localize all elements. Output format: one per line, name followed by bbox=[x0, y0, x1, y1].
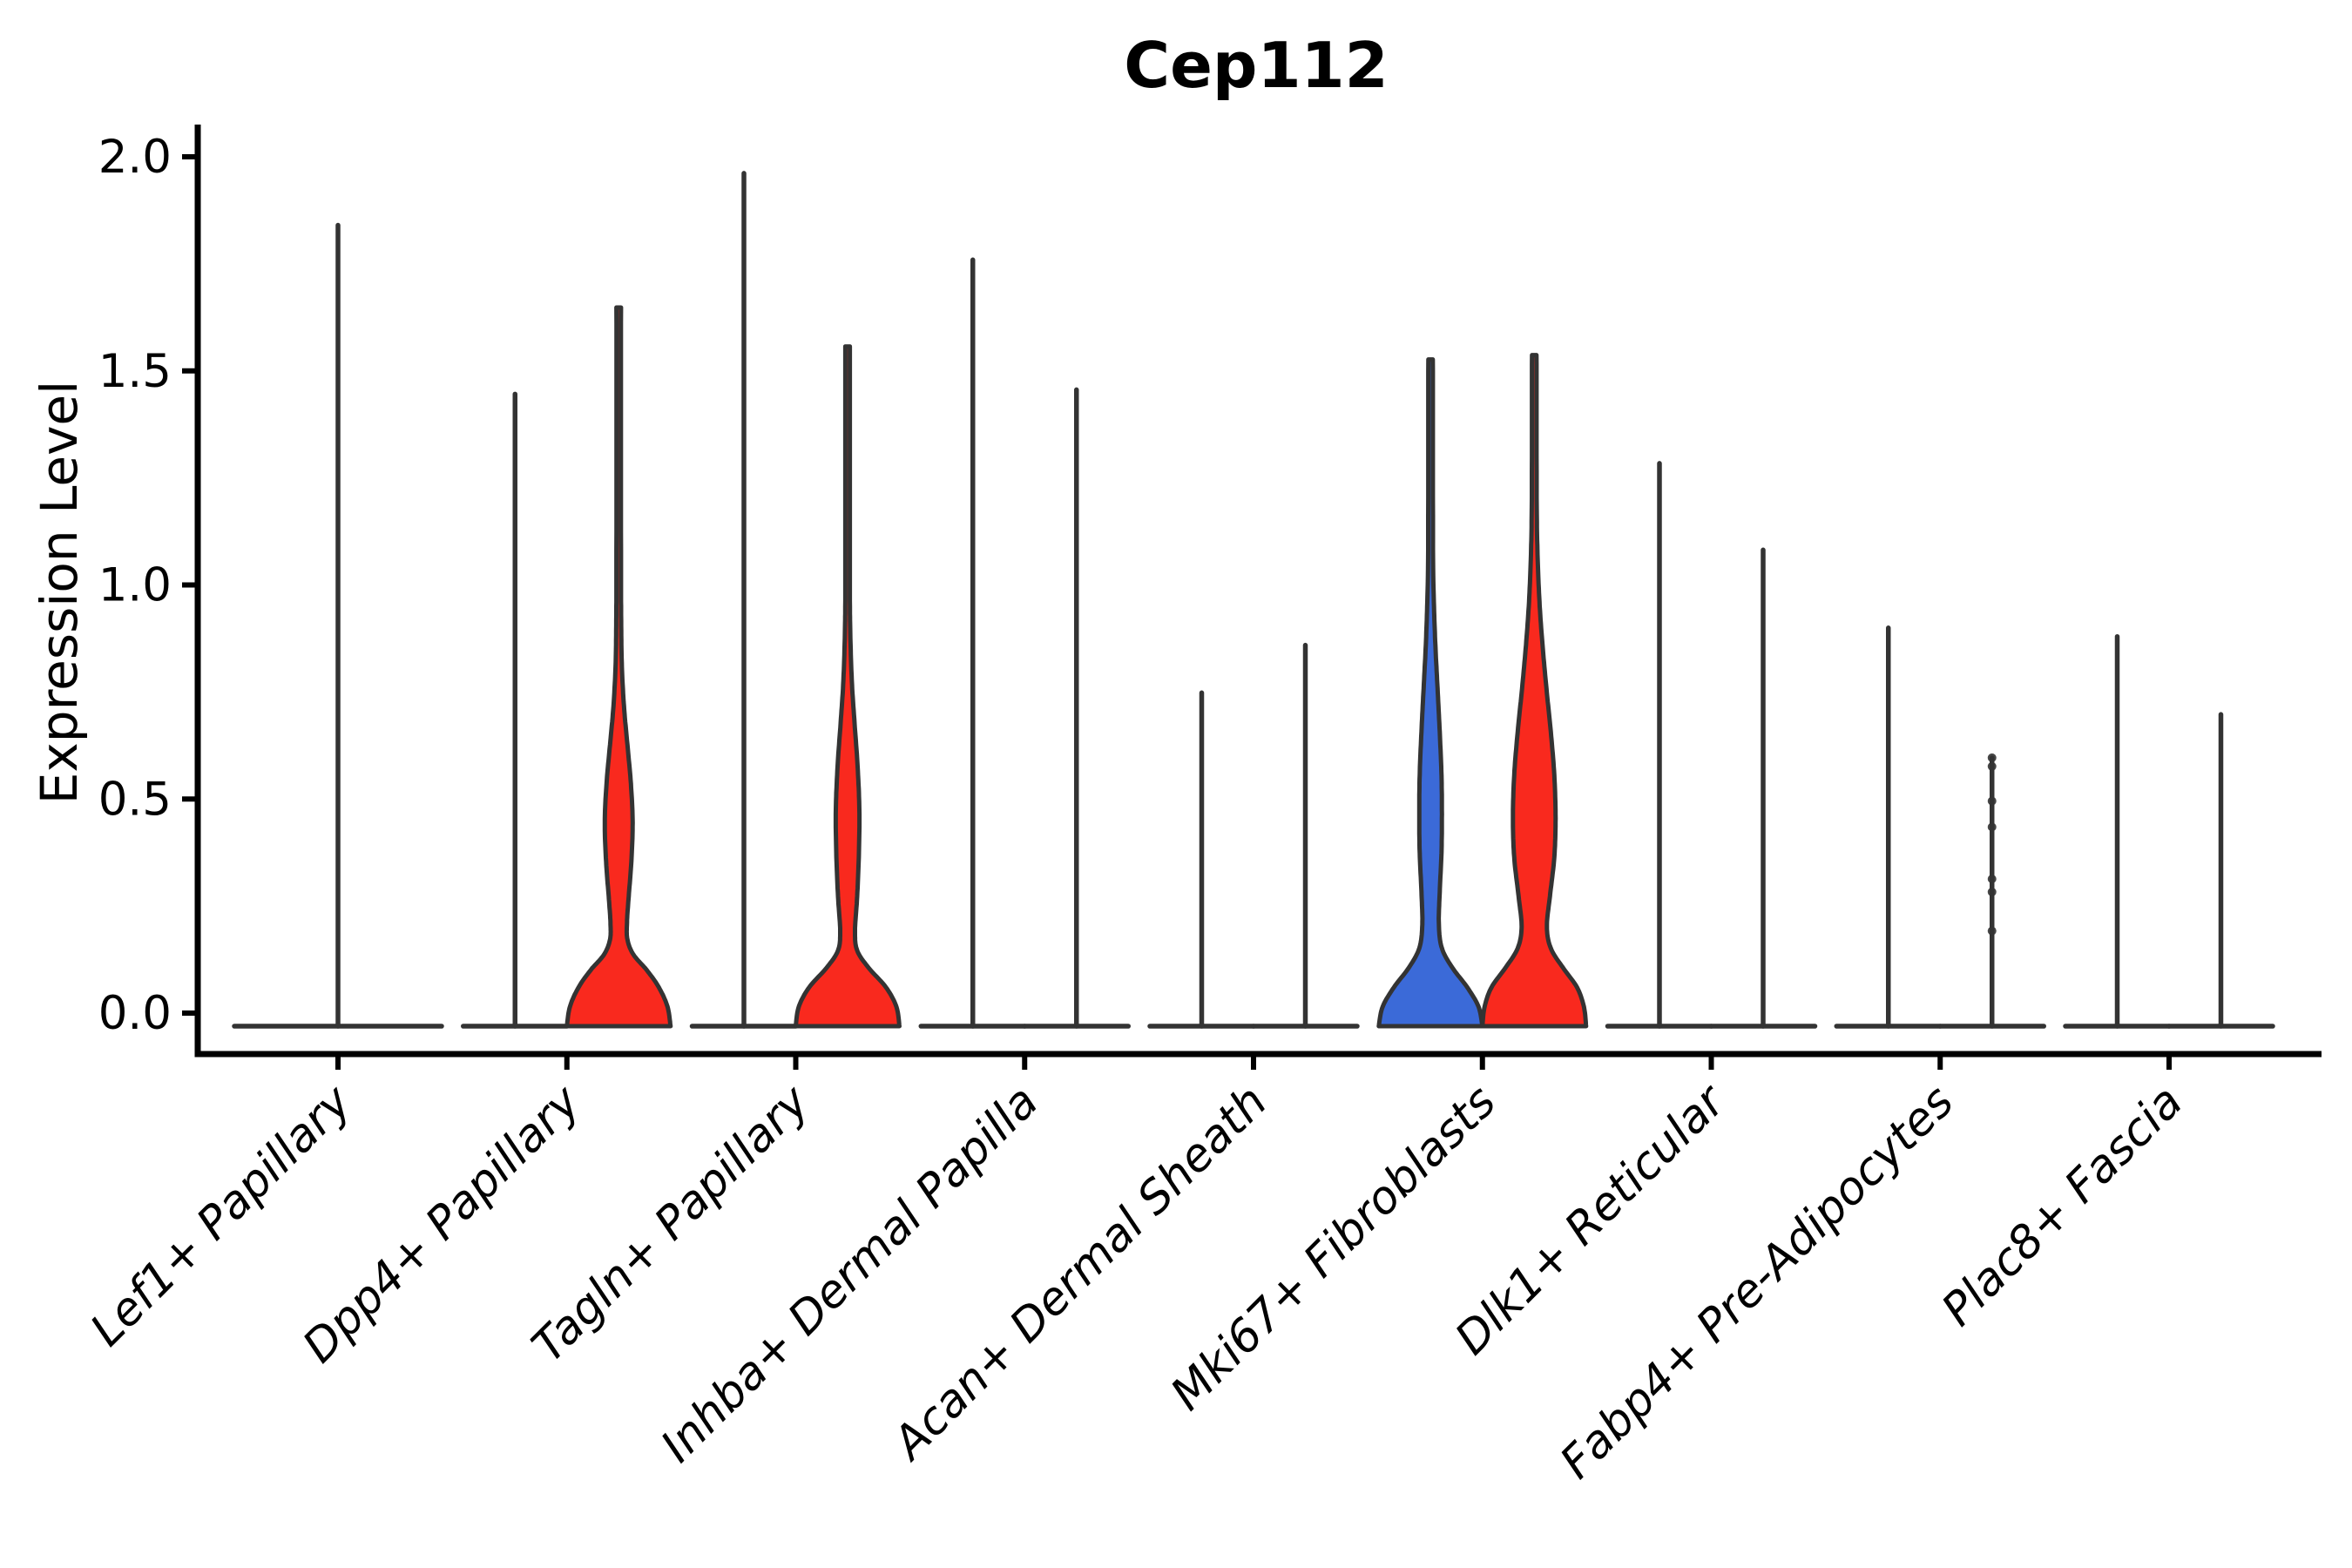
violin-dpp4-papillary-right bbox=[564, 305, 673, 1029]
violin-fabp4-pre-adipocytes-right-jitter-point bbox=[1987, 875, 1997, 884]
violin-mki67-fibroblasts-left bbox=[1376, 357, 1485, 1029]
violin-fabp4-pre-adipocytes-right-jitter-point bbox=[1987, 796, 1997, 806]
y-tick-label: 1.5 bbox=[98, 345, 172, 398]
violin-fabp4-pre-adipocytes-right-jitter-point bbox=[1987, 887, 1997, 896]
y-axis-label: Expression Level bbox=[30, 381, 89, 804]
violin-fabp4-pre-adipocytes-right-jitter-point bbox=[1987, 761, 1997, 771]
violin-fabp4-pre-adipocytes-right-jitter-point bbox=[1987, 822, 1997, 832]
x-category-label-acan-dermal-sheath: Acan+ Dermal Sheath bbox=[882, 1076, 1277, 1471]
chart-title: Cep112 bbox=[1124, 29, 1389, 102]
violin-fabp4-pre-adipocytes-right-jitter-point bbox=[1987, 753, 1997, 762]
violin-fabp4-pre-adipocytes-right-jitter-point bbox=[1987, 926, 1997, 936]
y-tick-label: 2.0 bbox=[98, 131, 172, 184]
x-category-label-inhba-dermal-papilla: Inhba+ Dermal Papilla bbox=[652, 1076, 1049, 1473]
x-category-label-fabp4-pre-adipocytes: Fabp4+ Pre-Adipocytes bbox=[1551, 1076, 1964, 1490]
violin-mki67-fibroblasts-right bbox=[1480, 353, 1589, 1029]
violin-tagln-papillary-right bbox=[794, 344, 902, 1029]
y-tick-label: 1.0 bbox=[98, 559, 172, 612]
y-tick-label: 0.0 bbox=[98, 987, 172, 1040]
x-category-label-plac8-fascia: Plac8+ Fascia bbox=[1932, 1076, 2193, 1336]
y-tick-label: 0.5 bbox=[98, 773, 172, 826]
